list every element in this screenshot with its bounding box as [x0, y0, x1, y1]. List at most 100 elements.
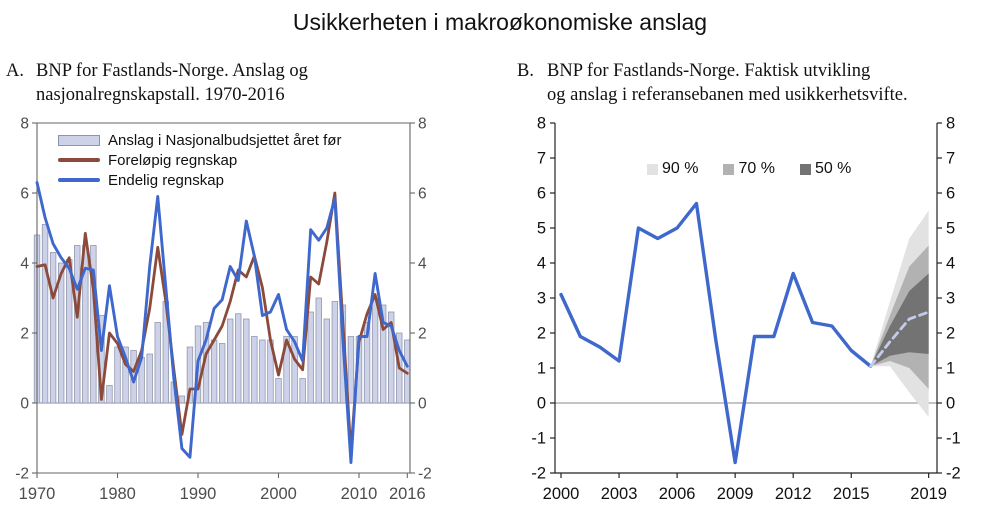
fan-90-swatch-icon [647, 163, 658, 175]
axis-tick-label: 6 [946, 185, 955, 203]
bar [227, 318, 234, 404]
axis-tick-label: 2 [537, 325, 546, 343]
axis-tick-label: 6 [537, 185, 546, 203]
bar [178, 395, 186, 404]
bar [283, 336, 290, 404]
axis-tick-label: 2003 [601, 485, 638, 503]
bar [251, 336, 258, 404]
axis-tick-label: -2 [15, 466, 29, 483]
bar [275, 378, 282, 404]
axis-tick-label: 5 [946, 220, 955, 238]
panel-b-line-actual [559, 201, 873, 465]
panel-a-title-line1: BNP for Fastlands-Norge. Anslag og [36, 61, 308, 81]
line-swatch-icon [58, 158, 100, 162]
legend-item-endelig: Endelig regnskap [58, 170, 341, 190]
axis-tick-label: 2019 [910, 485, 947, 503]
axis-tick-label: 6 [20, 186, 29, 203]
legend-item-forelopig: Foreløpig regnskap [58, 150, 341, 170]
axis-tick-label: 3 [946, 290, 955, 308]
panel-a-legend: Anslag i Nasjonalbudsjettet året før For… [58, 130, 341, 190]
panel-b-title-line2: og anslag i referansebanen med usikkerhe… [547, 85, 908, 105]
panel-b-forecast-line [869, 310, 931, 368]
bar [363, 322, 371, 404]
axis-tick-label: -1 [531, 430, 546, 448]
panel-b-title-text: BNP for Fastlands-Norge. Faktisk utvikli… [547, 59, 908, 107]
axis-tick-label: 2 [418, 326, 427, 343]
legend-item-50: 50 % [799, 160, 852, 178]
panel-a-chart: -2 -2 0 0 2 2 4 4 6 6 8 8 1970 1980 1990 2000 2010 2016 [15, 116, 432, 504]
panel-b-title: B. BNP for Fastlands-Norge. Faktisk utvi… [517, 59, 987, 107]
axis-tick-label: 2 [946, 325, 955, 343]
bar [331, 301, 339, 404]
axis-tick-label: 1980 [99, 485, 136, 503]
axis-tick-label: 8 [537, 115, 546, 133]
axis-tick-label: 1 [946, 360, 955, 378]
axis-tick-label: 4 [20, 256, 29, 273]
bar [243, 318, 250, 404]
legend-item-90: 90 % [647, 160, 698, 178]
bar-swatch-icon [58, 134, 100, 146]
panel-b-legend: 90 % 70 % 50 % [647, 160, 851, 178]
fan-50-swatch-icon [799, 163, 811, 175]
bar [235, 313, 242, 404]
legend-label-50: 50 % [814, 160, 852, 177]
axis-tick-label: 2000 [543, 485, 580, 503]
figure-title: Usikkerheten i makroøkonomiske anslag [292, 9, 708, 35]
legend-label-forelopig: Foreløpig regnskap [108, 151, 238, 169]
axis-tick-label: -2 [418, 466, 432, 483]
line-swatch-icon [58, 178, 100, 182]
bar [299, 378, 306, 404]
bar [154, 322, 161, 404]
axis-tick-label: 2016 [389, 485, 426, 503]
bar [146, 353, 153, 404]
panel-b-marker: B. [517, 61, 534, 81]
bar [210, 339, 218, 404]
legend-label-70: 70 % [738, 160, 775, 177]
bar [259, 339, 266, 404]
fan-band-50 [870, 273, 929, 367]
bar [315, 297, 322, 404]
bar [218, 343, 226, 404]
axis-tick-label: 6 [418, 186, 427, 203]
bar [379, 304, 387, 404]
fan-70-swatch-icon [723, 163, 735, 175]
axis-tick-label: 4 [946, 255, 955, 273]
panel-a-line-endelig [35, 181, 409, 464]
panel-a-title: A. BNP for Fastlands-Norge. Anslag og na… [6, 59, 406, 107]
legend-label-90: 90 % [662, 160, 699, 177]
axis-tick-label: 3 [537, 290, 546, 308]
bar [122, 346, 129, 404]
axis-tick-label: 1 [537, 360, 546, 378]
legend-label-endelig: Endelig regnskap [108, 171, 224, 189]
bar [114, 346, 121, 404]
axis-tick-label: 0 [946, 395, 955, 413]
axis-tick-label: 7 [946, 150, 955, 168]
axis-tick-label: 2015 [833, 485, 870, 503]
panel-b-chart: -2 -2 -1 -1 0 0 1 1 2 2 3 3 4 4 5 5 6 6 7 7 8 8 2000 2003 2006 20… [531, 115, 960, 504]
axis-tick-label: 2012 [775, 485, 812, 503]
axis-tick-label: 0 [537, 395, 546, 413]
legend-item-70: 70 % [723, 160, 775, 178]
bar [371, 297, 379, 404]
axis-tick-label: 1990 [180, 485, 217, 503]
axis-tick-label: 8 [418, 116, 427, 133]
bar [57, 262, 65, 404]
panel-a-title-line2: nasjonalregnskapstall. 1970-2016 [36, 85, 285, 105]
axis-tick-label: 2 [20, 326, 29, 343]
panel-a-marker: A. [6, 61, 24, 81]
legend-item-anslag: Anslag i Nasjonalbudsjettet året før [58, 130, 341, 150]
bar [49, 252, 57, 404]
bar [388, 311, 395, 404]
axis-tick-label: 4 [537, 255, 546, 273]
legend-label-anslag: Anslag i Nasjonalbudsjettet året før [108, 131, 342, 149]
panel-a-bars [33, 224, 411, 404]
axis-tick-label: -2 [531, 465, 546, 483]
axis-tick-label: 2000 [260, 485, 297, 503]
bar [106, 385, 113, 404]
axis-tick-label: 5 [537, 220, 546, 238]
axis-tick-label: 2009 [717, 485, 754, 503]
axis-tick-label: 2006 [659, 485, 696, 503]
bar [291, 336, 298, 404]
bar [186, 346, 194, 404]
